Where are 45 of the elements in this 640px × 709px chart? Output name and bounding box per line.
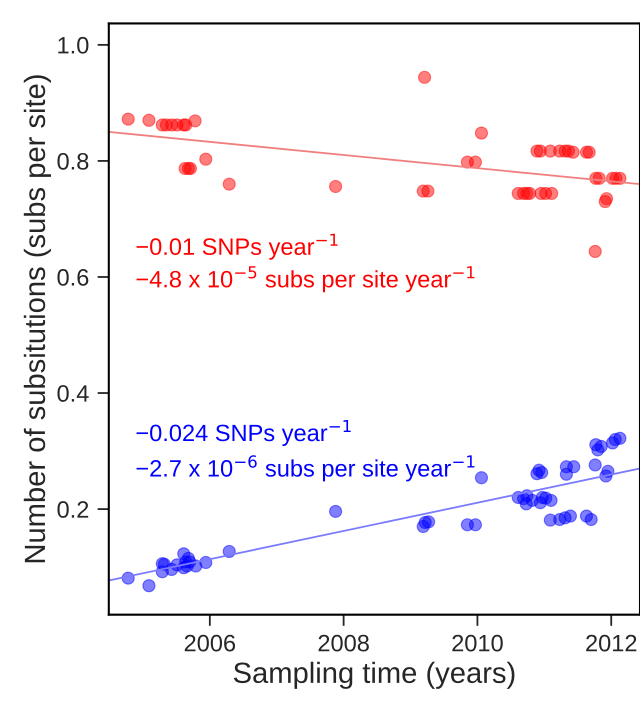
point [535, 466, 548, 480]
y-axis-title: Number of subsitutions (subs per site) [24, 75, 51, 562]
point [474, 126, 488, 140]
point [567, 460, 580, 474]
annotation: −4.8 x 10$^{−5}$ subs per site year$^{−1}$ [136, 266, 474, 292]
x-tick-label: 2012 [586, 634, 636, 652]
point [560, 468, 573, 481]
point [545, 186, 558, 200]
point [591, 443, 604, 456]
point [613, 432, 626, 445]
x-tick-label: 2006 [184, 634, 236, 652]
y-tick-label: 0.4 [57, 385, 89, 402]
y-tick-label: 1.0 [58, 36, 88, 54]
point [142, 114, 156, 127]
point [418, 70, 432, 84]
annotation: −0.01 SNPs year$^{−1}$ [136, 234, 338, 260]
y-tick-label: 0.6 [57, 269, 88, 286]
point [566, 146, 580, 159]
point [564, 509, 577, 523]
x-tick-label: 2008 [318, 634, 369, 652]
point [329, 180, 342, 194]
annotation: −2.7 x 10$^{−6}$ subs per site year$^{−1}$ [136, 455, 474, 482]
point [582, 146, 596, 159]
point [199, 152, 212, 166]
point [468, 518, 482, 532]
point [329, 504, 342, 518]
point [474, 471, 488, 484]
x-tick-label: 2010 [452, 634, 503, 652]
point [222, 178, 236, 191]
point [588, 458, 602, 472]
point [598, 194, 612, 208]
point [588, 244, 602, 258]
point [523, 186, 536, 200]
point [584, 512, 598, 526]
y-tick-label: 0.2 [57, 501, 88, 518]
point [122, 112, 135, 126]
point [188, 114, 202, 128]
y-tick-label: 0.8 [57, 152, 88, 170]
point [422, 515, 436, 528]
point [421, 184, 434, 198]
point [142, 579, 156, 592]
x-axis-title: Sampling time (years) [234, 662, 514, 689]
point [544, 494, 558, 507]
point [468, 156, 482, 169]
annotation: −0.024 SNPs year$^{−1}$ [136, 420, 351, 446]
